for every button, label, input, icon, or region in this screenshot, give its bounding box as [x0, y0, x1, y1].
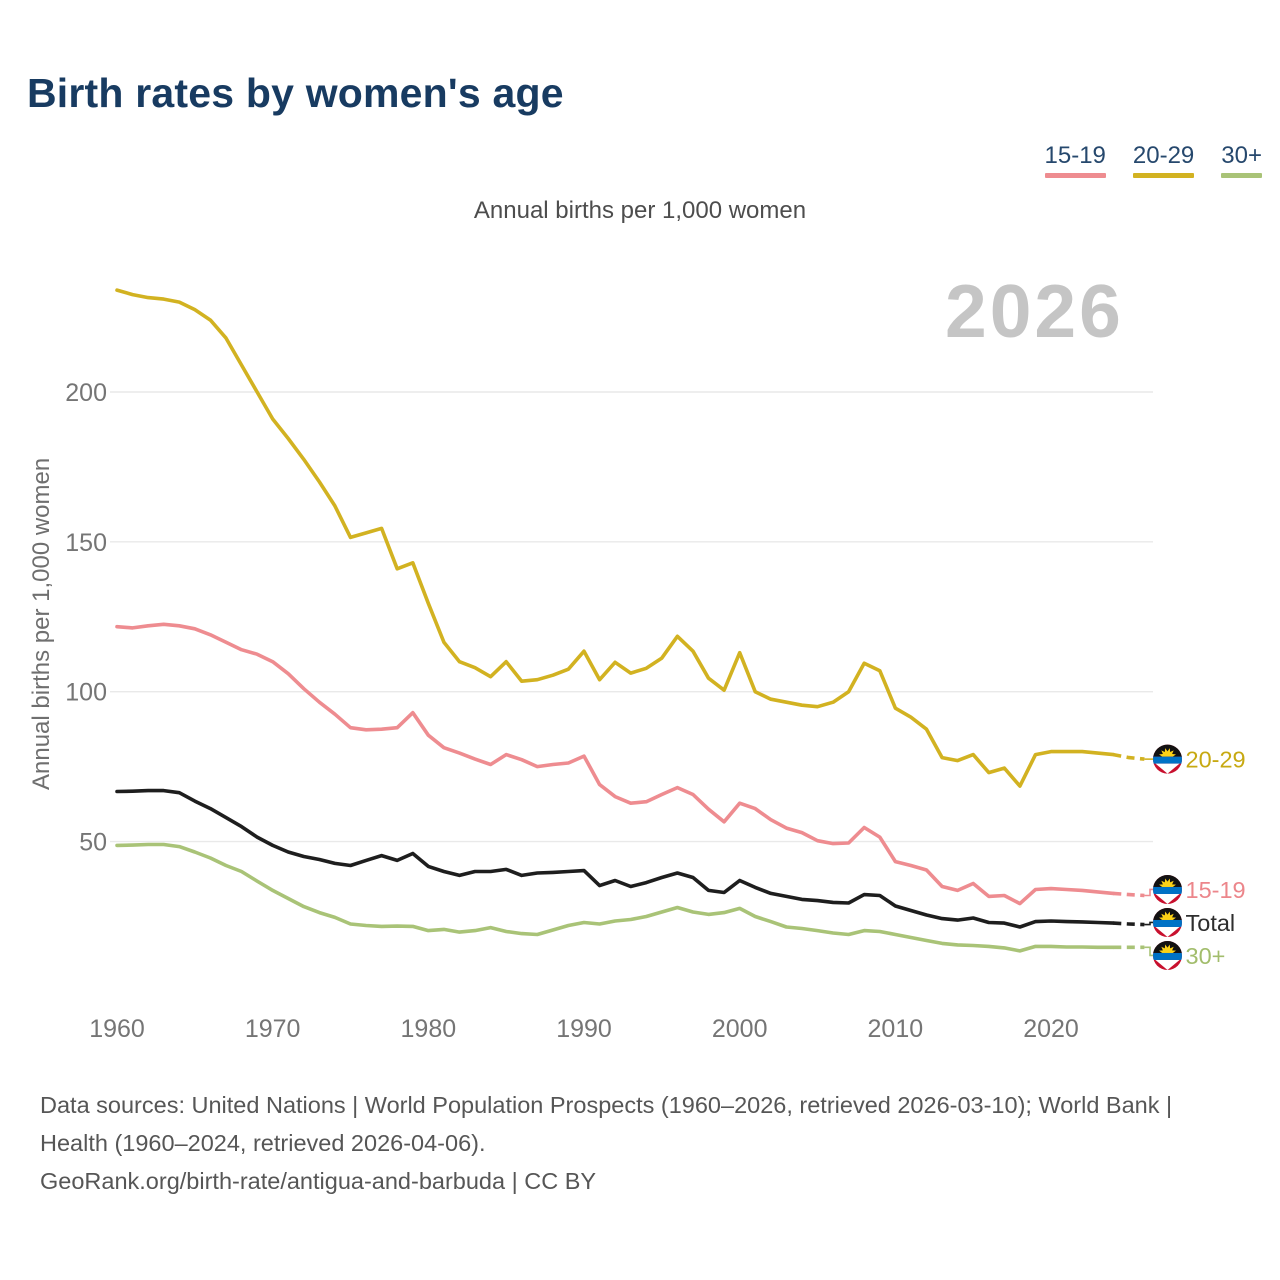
chart-subtitle: Annual births per 1,000 women	[473, 197, 807, 224]
legend-swatch	[1132, 173, 1195, 179]
end-label-20-29: 20-29	[1186, 747, 1246, 773]
series-line-dashed-total	[1113, 921, 1145, 927]
legend-item-30-[interactable]: 30+	[1221, 142, 1262, 179]
legend-swatch	[1221, 173, 1262, 179]
x-tick-label-2020: 2020	[1023, 1015, 1079, 1043]
flag-antigua-and-barbuda-icon	[1153, 907, 1182, 937]
birth-rate-chart: 200 150 100 50 1960 1970 1980 1990 2000 2010 2020 2…	[65, 288, 1246, 1043]
page-title: Birth rates by women's age	[27, 70, 564, 116]
end-label-15-19: 15-19	[1186, 877, 1246, 903]
legend-swatch	[1044, 173, 1106, 179]
end-connector-30-	[1144, 946, 1153, 957]
x-tick-label-1980: 1980	[401, 1015, 457, 1043]
series-line-30-	[115, 842, 1116, 953]
flag-antigua-and-barbuda-icon	[1153, 940, 1182, 970]
footer: Data sources: United Nations | World Pop…	[40, 1086, 1210, 1200]
legend: 15-19 20-29 30+	[1044, 142, 1262, 179]
series-line-20-29	[115, 288, 1116, 788]
attribution-link[interactable]: GeoRank.org/birth-rate/antigua-and-barbu…	[40, 1168, 597, 1194]
series-line-total	[115, 788, 1116, 929]
x-tick-label-1970: 1970	[245, 1015, 301, 1043]
y-tick-label-200: 200	[65, 379, 107, 407]
legend-item-15-19[interactable]: 15-19	[1044, 142, 1106, 179]
legend-label: 15-19	[1044, 142, 1106, 169]
x-tick-label-1990: 1990	[556, 1015, 612, 1043]
flag-antigua-and-barbuda-icon	[1153, 874, 1182, 904]
flag-antigua-and-barbuda-icon	[1153, 744, 1182, 774]
series-line-dashed-20-29	[1112, 752, 1145, 761]
y-tick-label-150: 150	[65, 529, 107, 557]
data-sources-text: Data sources: United Nations | World Pop…	[40, 1092, 1173, 1156]
x-tick-label-1960: 1960	[89, 1015, 145, 1043]
x-tick-label-2000: 2000	[712, 1015, 768, 1043]
year-watermark: 2026	[945, 269, 1124, 353]
legend-item-20-29[interactable]: 20-29	[1132, 142, 1195, 179]
legend-label: 20-29	[1132, 142, 1195, 169]
end-label-30-: 30+	[1186, 943, 1226, 969]
y-tick-label-50: 50	[79, 829, 107, 857]
end-label-total: Total	[1186, 910, 1236, 936]
series-line-dashed-15-19	[1113, 891, 1145, 898]
end-connector-15-19	[1144, 888, 1153, 897]
x-tick-label-2010: 2010	[868, 1015, 924, 1043]
legend-label: 30+	[1221, 142, 1262, 169]
series-line-15-19	[115, 622, 1116, 906]
end-connector-total	[1144, 921, 1153, 926]
y-tick-label-100: 100	[65, 679, 107, 707]
